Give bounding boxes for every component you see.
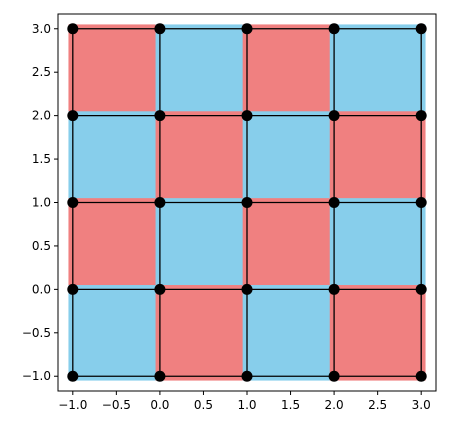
x-tick-label: −0.5 <box>102 398 131 412</box>
data-point <box>415 283 427 295</box>
data-point <box>241 110 253 122</box>
cell-red <box>242 198 339 294</box>
y-tick-label: 2.5 <box>32 65 51 79</box>
data-point <box>415 23 427 35</box>
y-tick-label: 0.5 <box>32 239 51 253</box>
data-point <box>241 370 253 382</box>
cell-red <box>68 24 165 120</box>
x-tick-label: 0.5 <box>194 398 213 412</box>
y-axis-ticks: −1.0 −0.5 0.0 0.5 1.0 1.5 2.0 2.5 3.0 <box>22 22 58 383</box>
cells-layer <box>68 24 426 381</box>
data-point <box>328 197 340 208</box>
cell-blue <box>68 285 165 381</box>
y-tick-label: −1.0 <box>22 369 51 383</box>
x-tick-label: 3.0 <box>412 398 431 412</box>
data-point <box>241 23 253 35</box>
x-axis-ticks: −1.0 −0.5 0.0 0.5 1.0 1.5 2.0 2.5 3.0 <box>58 391 431 412</box>
data-point <box>328 23 340 35</box>
data-point <box>67 197 79 208</box>
cell-red <box>329 285 426 381</box>
y-tick-label: 3.0 <box>32 22 51 36</box>
data-point <box>67 283 79 295</box>
data-point <box>328 110 340 122</box>
data-point <box>241 283 253 295</box>
y-tick-label: 2.0 <box>32 109 51 123</box>
y-tick-label: 0.0 <box>32 282 51 296</box>
x-tick-label: 1.0 <box>237 398 256 412</box>
x-tick-label: −1.0 <box>58 398 87 412</box>
cell-red <box>155 285 252 381</box>
data-point <box>154 197 166 208</box>
data-point <box>241 197 253 208</box>
data-point <box>67 23 79 35</box>
cell-blue <box>242 285 339 381</box>
data-point <box>328 283 340 295</box>
data-point <box>67 370 79 382</box>
data-point <box>415 197 427 208</box>
data-point <box>415 370 427 382</box>
data-point <box>154 23 166 35</box>
cell-blue <box>155 24 252 120</box>
cell-blue <box>242 111 339 207</box>
y-tick-label: −0.5 <box>22 326 51 340</box>
cell-red <box>242 24 339 120</box>
x-tick-label: 2.0 <box>325 398 344 412</box>
points-layer <box>67 23 427 382</box>
cell-red <box>155 111 252 207</box>
data-point <box>154 283 166 295</box>
data-point <box>328 370 340 382</box>
x-tick-label: 1.5 <box>281 398 300 412</box>
x-tick-label: 2.5 <box>368 398 387 412</box>
y-tick-label: 1.5 <box>32 152 51 166</box>
cell-blue <box>155 198 252 294</box>
data-point <box>154 370 166 382</box>
y-tick-label: 1.0 <box>32 196 51 210</box>
cell-red <box>329 111 426 207</box>
data-point <box>67 110 79 122</box>
cell-blue <box>329 198 426 294</box>
cell-blue <box>68 111 165 207</box>
cell-red <box>68 198 165 294</box>
data-point <box>154 110 166 122</box>
x-tick-label: 0.0 <box>150 398 169 412</box>
data-point <box>415 110 427 122</box>
cell-blue <box>329 24 426 120</box>
